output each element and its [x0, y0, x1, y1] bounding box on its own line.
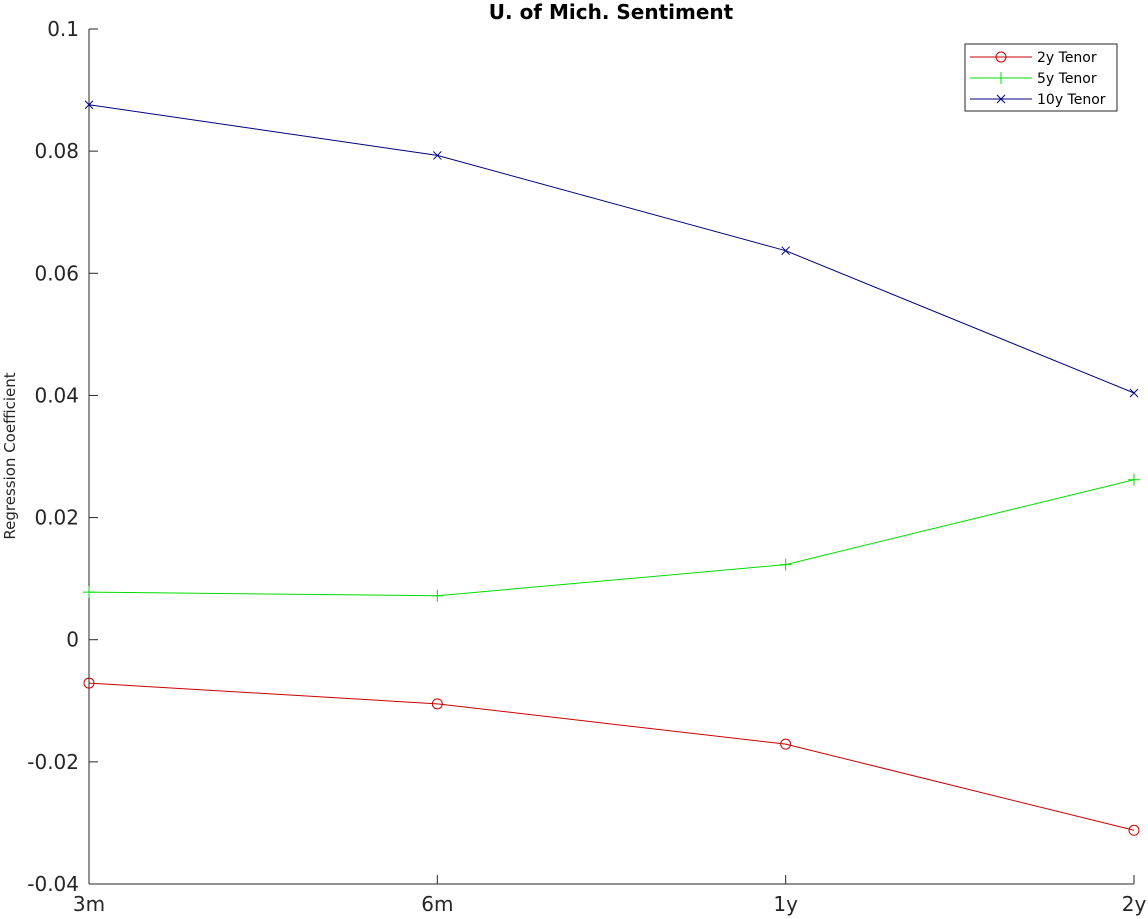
series-line	[88, 104, 1135, 394]
legend-label: 5y Tenor	[1037, 71, 1097, 87]
legend-label: 2y Tenor	[1037, 50, 1097, 66]
y-tick-label: 0.1	[47, 17, 79, 41]
legend-item: 2y Tenor	[970, 50, 1097, 66]
x-tick-label: 2y	[1122, 892, 1147, 916]
data-point-x	[1129, 388, 1139, 398]
data-point-x	[84, 100, 94, 110]
data-point-plus	[995, 72, 1007, 84]
x-tick-label: 3m	[73, 892, 105, 916]
legend-item: 5y Tenor	[970, 71, 1097, 87]
data-point-circle	[431, 698, 443, 710]
y-tick-label: 0.02	[34, 506, 79, 530]
series-line	[88, 682, 1135, 831]
y-axis-label: Regression Coefficient	[1, 372, 19, 539]
y-tick-label: 0.04	[34, 383, 79, 407]
x-tick-label: 1y	[773, 892, 798, 916]
data-point-plus	[779, 558, 792, 571]
series-line	[88, 479, 1135, 597]
data-point-plus	[1128, 473, 1140, 486]
data-point-plus	[431, 589, 444, 602]
data-point-x	[781, 246, 791, 256]
data-point-circle	[1128, 824, 1140, 836]
legend: 2y Tenor 5y Tenor 10y Tenor	[964, 43, 1118, 112]
axes: -0.04 -0.02 0 0.02 0.04 0.06 0.08 0.1 3m 6m 1y 2y	[27, 17, 1146, 916]
series-5y-tenor	[83, 473, 1140, 602]
chart-title: U. of Mich. Sentiment	[489, 0, 734, 24]
legend-item: 10y Tenor	[970, 92, 1106, 108]
series-10y-tenor	[84, 100, 1139, 398]
y-tick-label: -0.04	[27, 872, 79, 896]
y-tick-label: 0.06	[34, 261, 79, 285]
y-tick-label: 0	[66, 628, 79, 652]
data-point-circle	[83, 677, 95, 689]
series-2y-tenor	[83, 677, 1140, 836]
x-tick-label: 6m	[421, 892, 453, 916]
data-point-x	[432, 151, 442, 160]
legend-label: 10y Tenor	[1037, 92, 1106, 108]
data-point-circle	[995, 51, 1007, 63]
plot-series	[83, 100, 1140, 836]
data-point-plus	[83, 586, 95, 599]
y-tick-label: -0.02	[27, 750, 79, 774]
data-point-circle	[780, 738, 792, 750]
data-point-x	[996, 94, 1006, 104]
y-tick-label: 0.08	[34, 139, 79, 163]
